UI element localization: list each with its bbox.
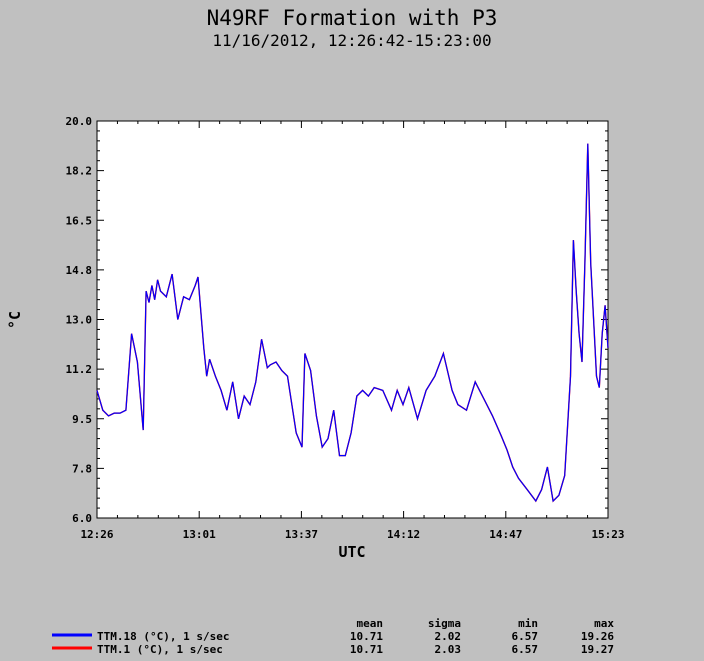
y-tick-label: 7.8: [72, 462, 92, 475]
series-lines: [96, 143, 609, 503]
y-axis-ticks: 6.0 7.8 9.5 11.2 13.0 14.8 16.5 18.2 20.0: [66, 115, 608, 525]
plot-area: [96, 120, 609, 519]
chart-subtitle: 11/16/2012, 12:26:42-15:23:00: [212, 31, 491, 50]
x-tick-label: 14:12: [387, 528, 420, 541]
chart-title: N49RF Formation with P3: [207, 6, 498, 30]
ttm18-sigma: 2.02: [435, 630, 462, 643]
y-tick-label: 20.0: [66, 115, 93, 128]
legend-label-ttm18: TTM.18 (°C), 1 s/sec: [97, 630, 229, 643]
stats-header-max: max: [594, 617, 614, 630]
x-tick-label: 15:23: [591, 528, 624, 541]
y-tick-label: 11.2: [66, 363, 93, 376]
legend: mean sigma min max TTM.18 (°C), 1 s/sec …: [52, 617, 614, 656]
ttm18-mean: 10.71: [350, 630, 383, 643]
y-tick-label: 6.0: [72, 512, 92, 525]
x-tick-label: 13:37: [285, 528, 318, 541]
x-tick-label: 13:01: [183, 528, 216, 541]
y-axis-label: °C: [6, 311, 24, 329]
y-tick-label: 9.5: [72, 413, 92, 426]
x-tick-label: 14:47: [489, 528, 522, 541]
series-line-ttm18: [96, 143, 609, 503]
x-tick-label: 12:26: [80, 528, 113, 541]
y-tick-label: 16.5: [66, 214, 93, 227]
ttm18-max: 19.26: [581, 630, 614, 643]
y-tick-label: 14.8: [66, 264, 93, 277]
ttm1-mean: 10.71: [350, 643, 383, 656]
ttm1-min: 6.57: [512, 643, 539, 656]
y-tick-label: 13.0: [66, 314, 93, 327]
ttm1-max: 19.27: [581, 643, 614, 656]
x-axis-ticks: 12:26 13:01 13:37 14:12 14:47 15:23: [80, 121, 625, 541]
stats-header-mean: mean: [357, 617, 384, 630]
stats-header-sigma: sigma: [428, 617, 461, 630]
y-tick-label: 18.2: [66, 165, 93, 178]
x-axis-label: UTC: [338, 543, 365, 561]
ttm18-min: 6.57: [512, 630, 539, 643]
legend-label-ttm1: TTM.1 (°C), 1 s/sec: [97, 643, 223, 656]
ttm1-sigma: 2.03: [435, 643, 462, 656]
stats-header-min: min: [518, 617, 538, 630]
